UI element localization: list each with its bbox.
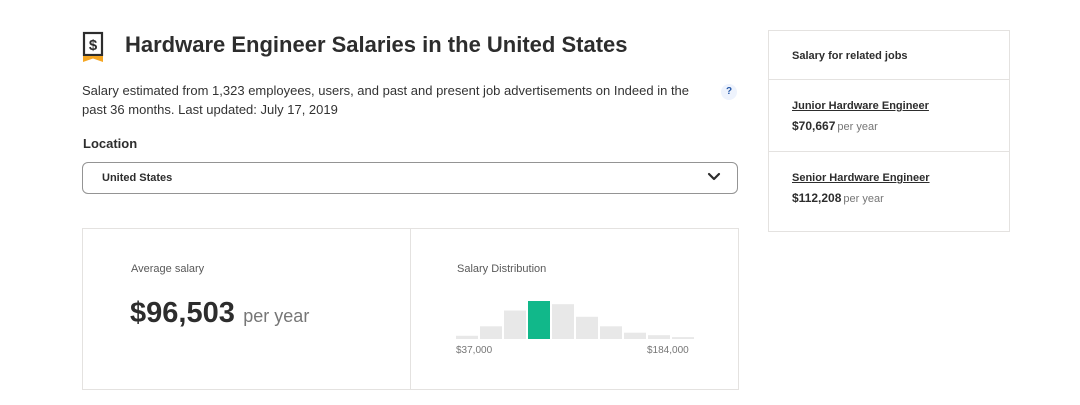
related-jobs-title: Salary for related jobs — [792, 50, 908, 62]
related-job-salary-value: $70,667 — [792, 119, 836, 133]
location-selected-value: United States — [102, 172, 173, 184]
distribution-bar — [648, 335, 670, 339]
related-job-salary: $70,667 per year — [792, 119, 878, 133]
distribution-bar — [504, 310, 526, 339]
related-jobs-panel: Salary for related jobs Junior Hardware … — [768, 30, 1010, 232]
distribution-bar — [480, 326, 502, 339]
related-job-link[interactable]: Junior Hardware Engineer — [792, 100, 929, 112]
related-job-salary-unit: per year — [837, 121, 878, 133]
related-job-salary: $112,208 per year — [792, 191, 884, 205]
distribution-bar — [456, 335, 478, 339]
distribution-bar — [576, 316, 598, 339]
average-salary-label: Average salary — [131, 263, 205, 275]
salary-description: Salary estimated from 1,323 employees, u… — [82, 83, 690, 117]
divider — [769, 79, 1009, 80]
help-icon[interactable]: ? — [721, 84, 737, 100]
average-salary-unit: per year — [243, 306, 310, 326]
distribution-max-label: $184,000 — [647, 345, 689, 356]
chevron-down-icon — [707, 172, 721, 181]
distribution-bar — [624, 332, 646, 339]
related-job-salary-unit: per year — [843, 193, 884, 205]
salary-summary-card: Average salary $96,503 per year Salary D… — [82, 228, 739, 390]
distribution-bar — [552, 304, 574, 339]
salary-distribution-chart — [456, 301, 694, 339]
distribution-bar — [600, 326, 622, 339]
average-salary-value: $96,503 — [130, 297, 235, 329]
dollar-icon: $ — [82, 31, 104, 62]
distribution-bar — [672, 337, 694, 339]
salary-distribution-label: Salary Distribution — [457, 263, 547, 275]
related-job-salary-value: $112,208 — [792, 191, 842, 205]
distribution-bar-highlight — [528, 301, 550, 339]
svg-text:$: $ — [89, 37, 98, 54]
location-label: Location — [83, 136, 138, 151]
location-select[interactable]: United States — [82, 162, 738, 194]
related-job-link[interactable]: Senior Hardware Engineer — [792, 172, 930, 184]
divider — [769, 151, 1009, 152]
distribution-min-label: $37,000 — [456, 345, 493, 356]
page-title: Hardware Engineer Salaries in the United… — [125, 32, 628, 57]
average-salary: $96,503 per year — [130, 297, 309, 330]
card-divider — [410, 229, 411, 389]
